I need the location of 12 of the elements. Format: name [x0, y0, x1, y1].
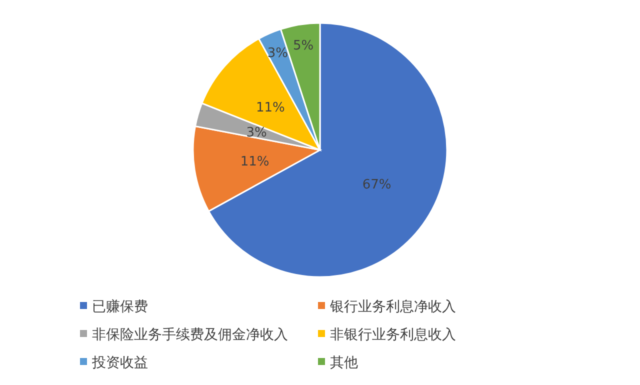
legend-label: 投资收益 — [91, 355, 148, 371]
legend-label: 其他 — [330, 355, 358, 371]
data-label: 5% — [293, 38, 314, 54]
data-label: 3% — [246, 126, 267, 141]
legend-label: 银行业务利息净收入 — [329, 299, 456, 315]
legend-label: 非保险业务手续费及佣金净收入 — [92, 327, 288, 343]
data-label: 11% — [256, 100, 285, 116]
data-label: 67% — [362, 178, 392, 193]
data-label: 3% — [267, 46, 288, 62]
data-label: 11% — [240, 154, 270, 170]
legend-label: 已赚保费 — [92, 299, 148, 315]
legend-label: 非银行业务利息收入 — [330, 327, 456, 343]
